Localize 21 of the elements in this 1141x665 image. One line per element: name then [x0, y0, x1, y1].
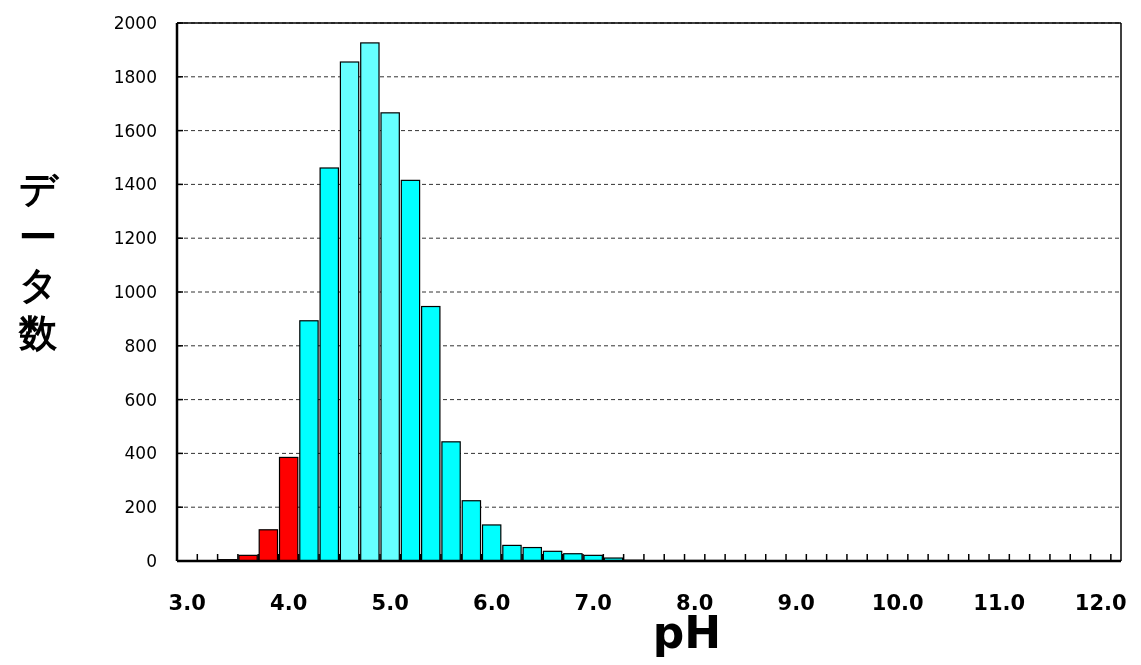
x-tick-label: 12.0 — [1074, 591, 1127, 615]
x-tick-label: 6.0 — [473, 591, 511, 615]
x-tick-label: 9.0 — [777, 591, 815, 615]
x-tick-label: 3.0 — [168, 591, 206, 615]
x-tick-label: 11.0 — [973, 591, 1026, 615]
x-tick-label: 4.0 — [270, 591, 308, 615]
y-tick-label: 200 — [124, 497, 157, 518]
y-tick-label: 1800 — [113, 66, 157, 87]
y-tick-label: 1000 — [113, 282, 157, 302]
x-tick-label: 5.0 — [371, 591, 409, 615]
y-tick-label: 2000 — [113, 13, 157, 33]
y-tick-label: 600 — [124, 389, 157, 410]
y-tick-label: 1200 — [113, 228, 157, 249]
y-axis-title: データ数 — [18, 167, 60, 355]
y-tick-label: 400 — [124, 443, 157, 464]
y-tick-label: 1600 — [113, 120, 157, 141]
y-tick-label: 800 — [124, 335, 157, 356]
y-tick-label: 1400 — [113, 174, 157, 195]
y-tick-label: 0 — [146, 551, 157, 571]
x-tick-label: 10.0 — [871, 591, 924, 615]
x-tick-label: 7.0 — [574, 591, 612, 615]
